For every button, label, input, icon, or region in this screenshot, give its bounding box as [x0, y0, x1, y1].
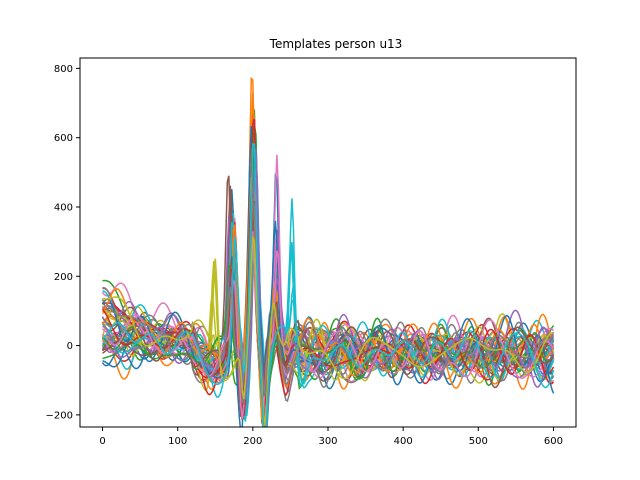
series-line — [101, 197, 555, 405]
series-line — [101, 147, 555, 427]
y-axis: −200 0 200 400 600 800 — [46, 64, 80, 421]
x-tick-label: 300 — [318, 436, 337, 447]
y-tick-label: 600 — [54, 133, 73, 144]
y-tick-label: 800 — [54, 64, 73, 75]
series-line — [102, 143, 555, 427]
x-axis: 0 100 200 300 400 500 600 — [99, 427, 563, 447]
y-tick-label: 200 — [54, 272, 73, 283]
series-line — [102, 191, 555, 418]
x-tick-label: 0 — [99, 436, 105, 447]
chart-title: Templates person u13 — [269, 37, 403, 51]
y-tick-label: 0 — [67, 341, 73, 352]
x-tick-label: 600 — [544, 436, 563, 447]
series-layer — [101, 76, 555, 427]
y-tick-label: −200 — [46, 410, 73, 421]
x-tick-label: 500 — [469, 436, 488, 447]
x-tick-label: 100 — [168, 436, 187, 447]
series-line — [101, 176, 555, 427]
x-tick-label: 200 — [243, 436, 262, 447]
y-tick-label: 400 — [54, 202, 73, 213]
x-tick-label: 400 — [394, 436, 413, 447]
